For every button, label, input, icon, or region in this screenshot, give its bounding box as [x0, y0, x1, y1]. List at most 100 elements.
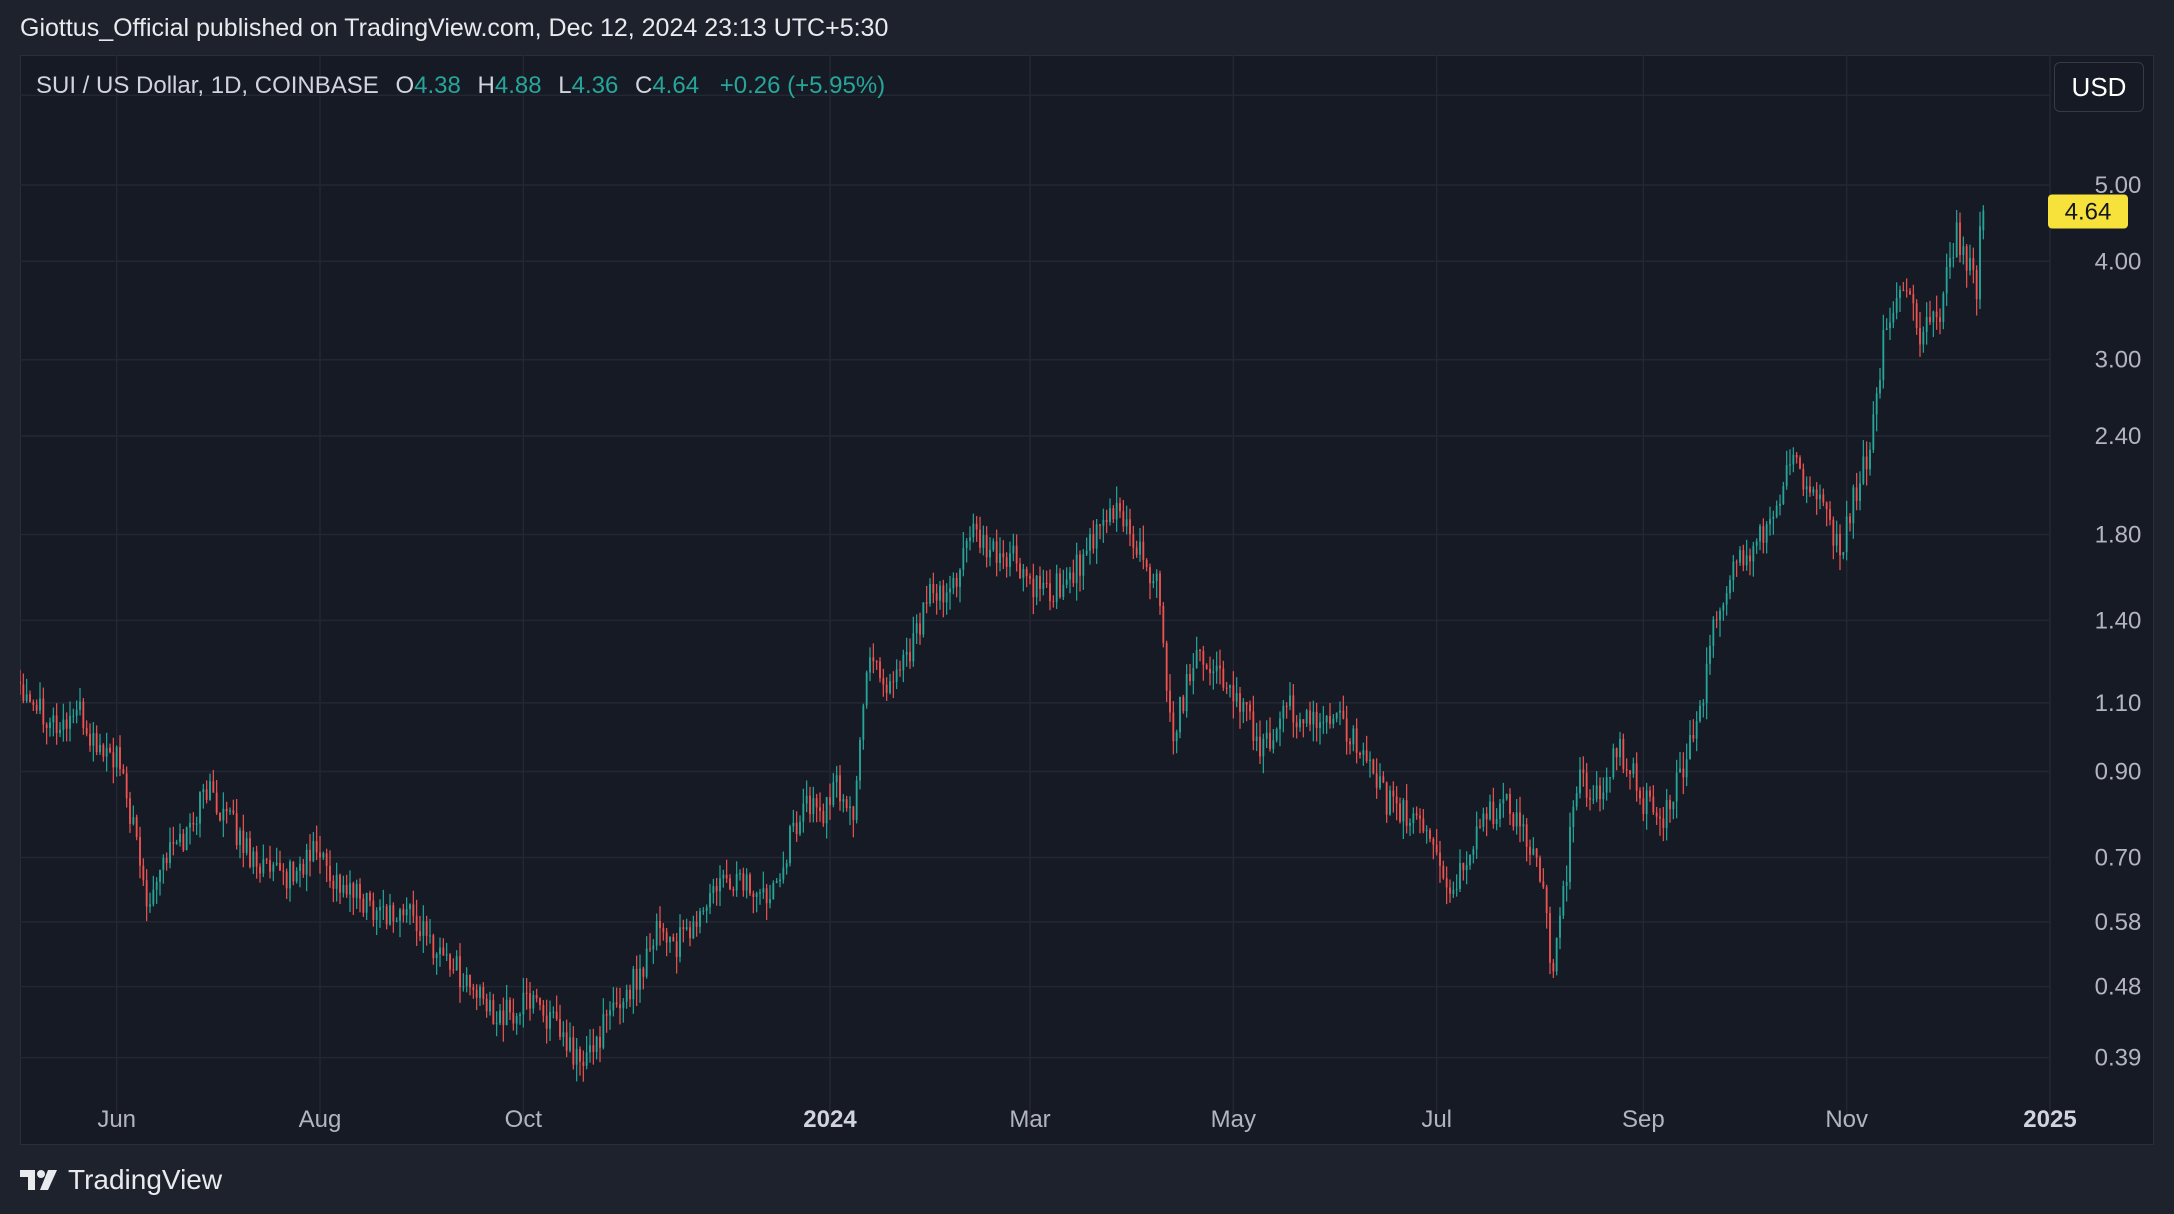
candle-body — [1059, 573, 1061, 598]
candle-body — [1969, 258, 1971, 271]
price-tick-label: 5.00 — [2095, 172, 2142, 199]
candle-body — [929, 584, 931, 604]
candle-body — [902, 654, 905, 671]
candle-body — [25, 694, 28, 702]
candle-body — [1849, 516, 1851, 524]
candle-body — [125, 773, 128, 799]
price-tick-label: 0.70 — [2095, 845, 2142, 872]
candle-body — [1189, 673, 1191, 682]
candle-body — [312, 841, 315, 862]
candle-body — [1642, 798, 1645, 815]
candle-body — [1049, 583, 1051, 602]
candle-body — [1065, 579, 1068, 585]
candle-body — [315, 841, 318, 853]
candle-body — [1585, 772, 1588, 798]
candle-body — [155, 881, 158, 890]
candle-body — [852, 806, 855, 820]
candle-body — [1092, 534, 1095, 549]
candle-body — [1192, 667, 1195, 682]
candle-body — [1479, 826, 1481, 828]
candle-body — [245, 838, 248, 853]
candle-body — [1525, 824, 1528, 847]
candle-body — [1032, 578, 1035, 598]
footer-brand[interactable]: TradingView — [20, 1164, 222, 1196]
candle-body — [919, 623, 921, 635]
candle-body — [1959, 222, 1961, 256]
candle-body — [1955, 222, 1958, 258]
candle-body — [1462, 862, 1465, 871]
candle-body — [1039, 575, 1041, 589]
candle-body — [1505, 793, 1508, 800]
candle-body — [635, 968, 638, 990]
candle-body — [1312, 711, 1315, 725]
candle-body — [1409, 823, 1411, 826]
candle-body — [1152, 581, 1155, 584]
candle-body — [265, 859, 268, 861]
candle-body — [1075, 554, 1078, 584]
symbol-title[interactable]: SUI / US Dollar, 1D, COINBASE — [36, 72, 379, 99]
candle-body — [222, 808, 225, 821]
candle-body — [1469, 854, 1471, 866]
candle-body — [1609, 777, 1611, 779]
candle-body — [1179, 696, 1181, 733]
candle-body — [562, 1032, 565, 1037]
candlestick-chart[interactable]: 0.39 0.48 0.58 0.70 0.90 1.10 1.40 1.80 2.40 3.00… — [20, 55, 2154, 1145]
candle-body — [609, 1010, 611, 1016]
candle-body — [212, 781, 215, 793]
currency-button[interactable]: USD — [2054, 62, 2144, 112]
candle-body — [1949, 258, 1951, 268]
candle-body — [1755, 541, 1758, 546]
candle-body — [1745, 555, 1748, 566]
candle-body — [1522, 824, 1525, 827]
candle-body — [229, 810, 231, 812]
candle-body — [1785, 465, 1788, 486]
candle-body — [359, 883, 361, 899]
candle-body — [1905, 290, 1908, 292]
candle-body — [339, 874, 341, 893]
candle-body — [1772, 516, 1775, 519]
candle-body — [95, 733, 98, 753]
candle-body — [259, 866, 261, 874]
candle-body — [1112, 508, 1115, 520]
candle-body — [159, 869, 161, 882]
candle-body — [442, 947, 445, 956]
chart-pane[interactable] — [20, 55, 2154, 1145]
candle-body — [729, 878, 731, 890]
candle-body — [462, 986, 465, 988]
candle-body — [1852, 487, 1855, 524]
candle-body — [1395, 796, 1398, 804]
candle-body — [445, 954, 448, 956]
price-tick-label: 1.80 — [2095, 521, 2142, 548]
candle-body — [1509, 793, 1511, 814]
candle-body — [1975, 270, 1978, 300]
candle-body — [1692, 734, 1695, 739]
candle-body — [329, 865, 331, 881]
candle-body — [435, 954, 438, 959]
candle-body — [492, 1000, 495, 1025]
candle-body — [932, 584, 935, 594]
candle-body — [275, 862, 278, 865]
candle-body — [1729, 579, 1731, 594]
candle-body — [1542, 881, 1545, 888]
candle-body — [1202, 651, 1205, 665]
candle-body — [1229, 685, 1231, 688]
candle-body — [1632, 763, 1635, 775]
candle-body — [409, 904, 411, 910]
candle-body — [1575, 793, 1578, 807]
candle-body — [1439, 852, 1441, 866]
candle-body — [702, 910, 705, 912]
candle-body — [739, 873, 741, 875]
candle-body — [1665, 800, 1668, 828]
candle-body — [569, 1037, 571, 1051]
candle-body — [345, 884, 348, 895]
candle-body — [625, 989, 628, 1002]
candle-body — [1495, 818, 1498, 825]
candle-body — [219, 812, 221, 821]
candle-body — [29, 694, 31, 703]
candle-body — [1859, 483, 1861, 501]
candle-body — [215, 792, 218, 813]
candle-body — [199, 792, 201, 824]
candle-body — [1232, 685, 1235, 702]
candle-body — [499, 1010, 501, 1024]
candle-body — [1325, 715, 1328, 723]
